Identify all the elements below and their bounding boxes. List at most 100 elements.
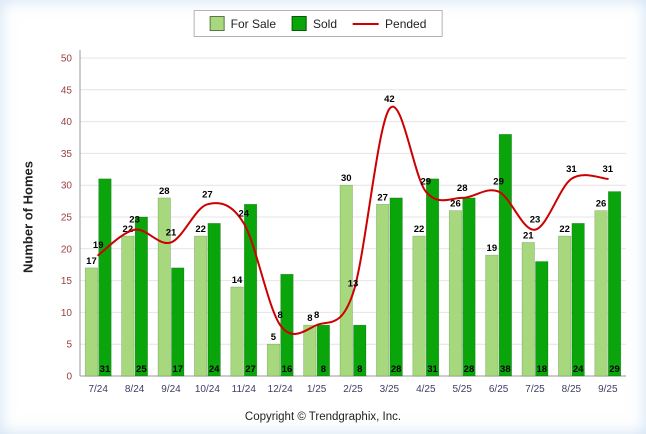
label-pended: 31 [566, 164, 577, 175]
label-pended: 8 [278, 310, 283, 321]
label-for-sale: 8 [307, 313, 312, 324]
y-tick-label: 10 [61, 308, 73, 319]
x-tick-label: 8/24 [125, 384, 145, 395]
label-sold: 16 [282, 364, 293, 375]
label-pended: 13 [348, 278, 359, 289]
label-sold: 27 [245, 364, 256, 375]
x-tick-label: 7/24 [88, 384, 108, 395]
y-tick-label: 50 [61, 54, 73, 65]
legend-swatch-sold-icon [292, 16, 308, 31]
copyright-text: Copyright © Trendgraphix, Inc. [244, 411, 402, 423]
label-sold: 17 [172, 364, 183, 375]
bar-sold [571, 223, 585, 377]
bar-for-sale [558, 235, 572, 377]
pended-line [97, 105, 609, 335]
bar-sold [98, 178, 112, 377]
legend-label-for-sale: For Sale [230, 16, 277, 31]
x-tick-label: 9/24 [161, 384, 181, 395]
label-for-sale: 21 [523, 230, 534, 241]
bar-for-sale [485, 254, 499, 377]
x-tick-label: 3/25 [380, 384, 400, 395]
label-pended: 23 [129, 215, 140, 226]
x-tick-label: 1/25 [307, 384, 327, 395]
label-sold: 25 [136, 364, 147, 375]
bar-for-sale [376, 203, 390, 377]
bar-for-sale [266, 343, 281, 377]
label-pended: 42 [384, 94, 395, 105]
bar-sold [280, 273, 294, 377]
label-pended: 23 [530, 215, 541, 226]
bar-for-sale [594, 210, 608, 377]
bar-for-sale [84, 267, 98, 377]
label-sold: 8 [321, 364, 326, 375]
label-pended: 29 [421, 177, 432, 188]
label-sold: 18 [536, 364, 547, 375]
legend-label-pended: Pended [385, 16, 427, 31]
label-sold: 28 [464, 364, 475, 375]
label-pended: 19 [93, 240, 104, 251]
bar-for-sale [303, 324, 317, 377]
label-sold: 31 [427, 364, 438, 375]
x-tick-label: 11/24 [232, 384, 257, 395]
bar-for-sale [448, 210, 463, 377]
x-tick-label: 9/25 [598, 384, 618, 395]
label-pended: 27 [202, 189, 213, 200]
bar-sold [425, 178, 440, 377]
label-pended: 21 [166, 227, 177, 238]
y-tick-label: 25 [61, 213, 73, 224]
legend-label-sold: Sold [313, 16, 338, 31]
bar-for-sale [230, 286, 244, 377]
bar-sold [353, 324, 367, 377]
label-for-sale: 17 [86, 256, 97, 267]
x-tick-label: 5/25 [452, 384, 472, 395]
label-for-sale: 5 [271, 332, 277, 343]
bar-sold [389, 197, 403, 377]
bar-sold [462, 197, 476, 377]
label-for-sale: 22 [195, 224, 206, 235]
label-sold: 31 [100, 364, 111, 375]
y-tick-label: 15 [61, 276, 73, 287]
label-pended: 29 [493, 177, 504, 188]
x-tick-label: 2/25 [343, 384, 363, 395]
legend-swatch-for-sale-icon [209, 16, 225, 31]
x-tick-label: 4/25 [416, 384, 436, 395]
label-for-sale: 26 [596, 199, 607, 210]
y-tick-label: 35 [61, 149, 73, 160]
bar-for-sale [194, 235, 208, 377]
bar-sold [134, 216, 148, 377]
bar-for-sale [412, 235, 426, 377]
label-for-sale: 28 [159, 186, 170, 197]
label-pended: 8 [314, 310, 319, 321]
label-for-sale: 22 [414, 224, 425, 235]
bar-sold [535, 261, 549, 377]
label-sold: 28 [391, 364, 402, 375]
label-pended: 24 [239, 208, 250, 219]
bar-sold [498, 134, 512, 377]
legend-item-pended: Pended [353, 17, 426, 31]
x-tick-label: 6/25 [489, 384, 509, 395]
label-for-sale: 22 [559, 224, 570, 235]
label-for-sale: 26 [450, 199, 461, 210]
label-for-sale: 30 [341, 173, 352, 184]
bar-for-sale [121, 235, 135, 377]
chart-legend: For Sale Sold Pended [193, 10, 443, 37]
y-tick-label: 0 [66, 372, 72, 383]
x-tick-label: 7/25 [525, 384, 545, 395]
label-pended: 31 [603, 164, 614, 175]
x-tick-label: 12/24 [268, 384, 293, 395]
bar-sold [171, 267, 185, 377]
label-sold: 8 [357, 364, 362, 375]
label-for-sale: 14 [232, 275, 243, 286]
legend-swatch-pended-icon [353, 22, 380, 25]
x-tick-label: 8/25 [562, 384, 582, 395]
y-tick-label: 40 [61, 117, 73, 128]
bar-sold [607, 191, 622, 377]
legend-item-for-sale: For Sale [209, 16, 277, 31]
label-sold: 38 [500, 364, 511, 375]
y-tick-label: 20 [61, 244, 73, 255]
label-for-sale: 19 [487, 243, 498, 254]
label-sold: 24 [573, 364, 584, 375]
y-tick-label: 30 [61, 181, 73, 192]
